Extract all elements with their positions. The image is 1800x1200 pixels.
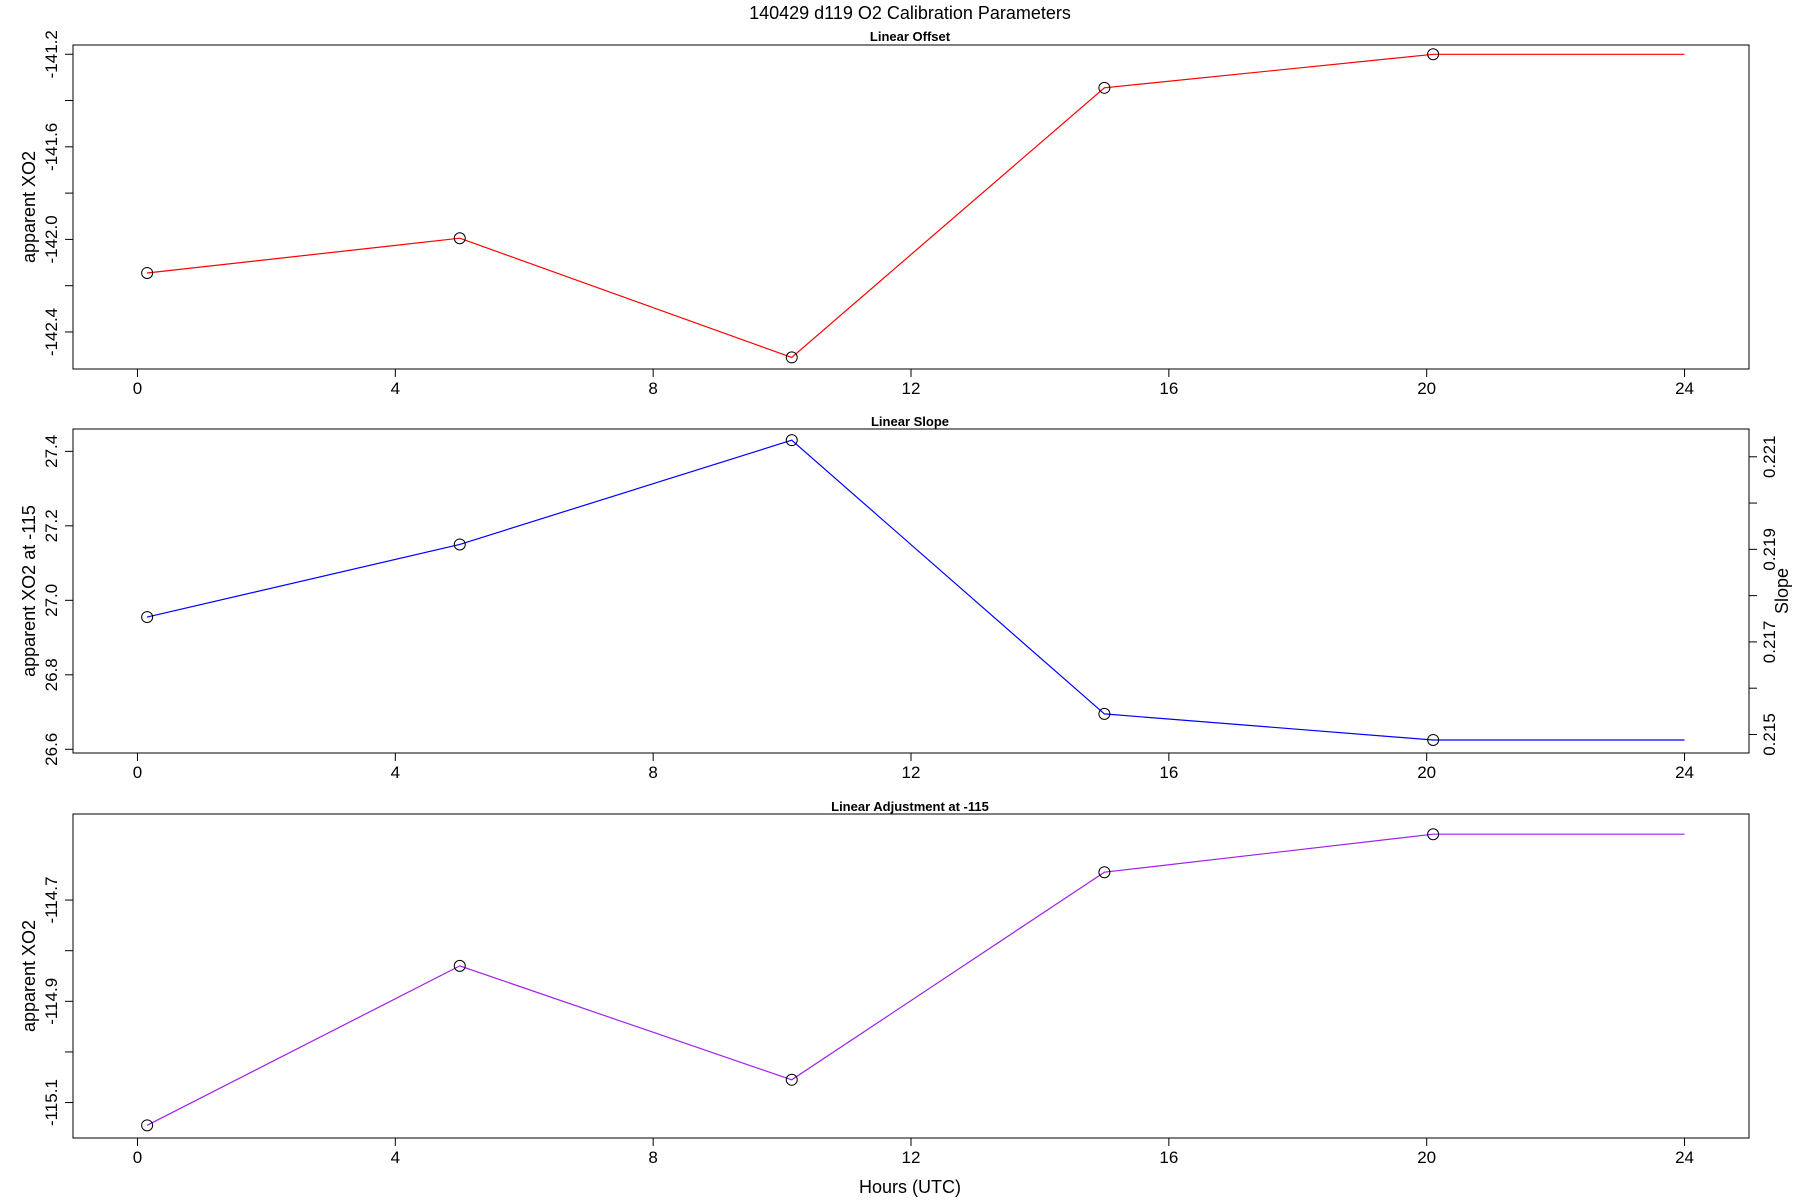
plot-frame bbox=[72, 428, 1750, 754]
x-axis-label: Hours (UTC) bbox=[859, 1177, 961, 1197]
panel-linear-offset: Linear Offset 0 4 8 12 16 20 24 -142.4 -142.0 -141… bbox=[19, 29, 1750, 398]
panel-title: Linear Offset bbox=[870, 29, 951, 44]
y2-axis-label: Slope bbox=[1772, 568, 1792, 614]
panel-title: Linear Adjustment at -115 bbox=[831, 799, 989, 814]
y-tick-label: 26.6 bbox=[42, 733, 61, 766]
x-tick-label: 8 bbox=[648, 379, 657, 398]
panel-title: Linear Slope bbox=[871, 414, 949, 429]
y-axis-label: apparent XO2 bbox=[19, 920, 39, 1032]
data-point bbox=[785, 351, 798, 364]
x-tick-label: 0 bbox=[133, 1148, 142, 1167]
y2-tick-label: 0.217 bbox=[1760, 621, 1779, 664]
y-tick-label: 27.4 bbox=[42, 435, 61, 468]
y-tick-label: -114.7 bbox=[42, 877, 61, 924]
x-tick-label: 8 bbox=[648, 763, 657, 782]
y-tick-label: -142.0 bbox=[42, 215, 61, 263]
x-tick-label: 20 bbox=[1417, 1148, 1436, 1167]
x-tick-label: 24 bbox=[1675, 763, 1694, 782]
data-point bbox=[453, 538, 466, 551]
y-tick-label: 27.0 bbox=[42, 584, 61, 617]
data-point bbox=[785, 1073, 798, 1086]
series-line bbox=[146, 833, 1685, 1126]
data-point bbox=[785, 434, 798, 447]
panel-linear-slope: Linear Slope 0 4 8 12 16 20 24 26.6 26.8 27.0 27.2 2… bbox=[19, 414, 1792, 782]
data-point bbox=[141, 1119, 154, 1132]
x-tick-label: 20 bbox=[1417, 379, 1436, 398]
data-point bbox=[141, 266, 154, 279]
y-tick-label: 27.2 bbox=[42, 509, 61, 542]
x-tick-label: 4 bbox=[391, 763, 400, 782]
data-point bbox=[453, 959, 466, 972]
y2-tick-label: 0.219 bbox=[1760, 528, 1779, 571]
x-tick-label: 16 bbox=[1159, 1148, 1178, 1167]
series-line bbox=[147, 53, 1685, 359]
y-tick-label: -142.4 bbox=[42, 308, 61, 356]
data-point bbox=[1098, 866, 1111, 879]
x-tick-label: 16 bbox=[1159, 379, 1178, 398]
data-point bbox=[453, 232, 466, 245]
y2-tick-label: 0.215 bbox=[1760, 713, 1779, 756]
x-tick-label: 4 bbox=[391, 379, 400, 398]
x-tick-label: 20 bbox=[1417, 763, 1436, 782]
series-line bbox=[146, 439, 1685, 741]
y-tick-label: -141.2 bbox=[42, 30, 61, 78]
x-tick-label: 8 bbox=[648, 1148, 657, 1167]
figure-title: 140429 d119 O2 Calibration Parameters bbox=[749, 3, 1071, 23]
plot-frame bbox=[72, 44, 1750, 370]
y-tick-label: 26.8 bbox=[42, 658, 61, 691]
plot-frame bbox=[72, 813, 1750, 1139]
data-point bbox=[1427, 828, 1440, 841]
y-axis-label: apparent XO2 bbox=[19, 151, 39, 263]
y-tick-label: -115.1 bbox=[42, 1079, 61, 1126]
y-tick-label: -141.6 bbox=[42, 123, 61, 171]
x-tick-label: 12 bbox=[902, 1148, 921, 1167]
x-tick-label: 16 bbox=[1159, 763, 1178, 782]
data-point bbox=[1098, 81, 1111, 94]
x-tick-label: 12 bbox=[902, 379, 921, 398]
data-point bbox=[1098, 707, 1111, 720]
x-tick-label: 12 bbox=[902, 763, 921, 782]
data-point bbox=[1427, 48, 1440, 61]
panel-linear-adjustment: Linear Adjustment at -115 0 4 8 12 16 20 24 -115… bbox=[19, 799, 1750, 1167]
x-tick-label: 0 bbox=[133, 763, 142, 782]
data-point bbox=[1427, 733, 1440, 746]
y-tick-label: -114.9 bbox=[42, 978, 61, 1025]
y-axis-label: apparent XO2 at -115 bbox=[19, 505, 39, 677]
x-tick-label: 24 bbox=[1675, 379, 1694, 398]
x-tick-label: 24 bbox=[1675, 1148, 1694, 1167]
x-tick-label: 0 bbox=[133, 379, 142, 398]
x-tick-label: 4 bbox=[391, 1148, 400, 1167]
y2-tick-label: 0.221 bbox=[1760, 435, 1779, 478]
data-point bbox=[141, 611, 154, 624]
